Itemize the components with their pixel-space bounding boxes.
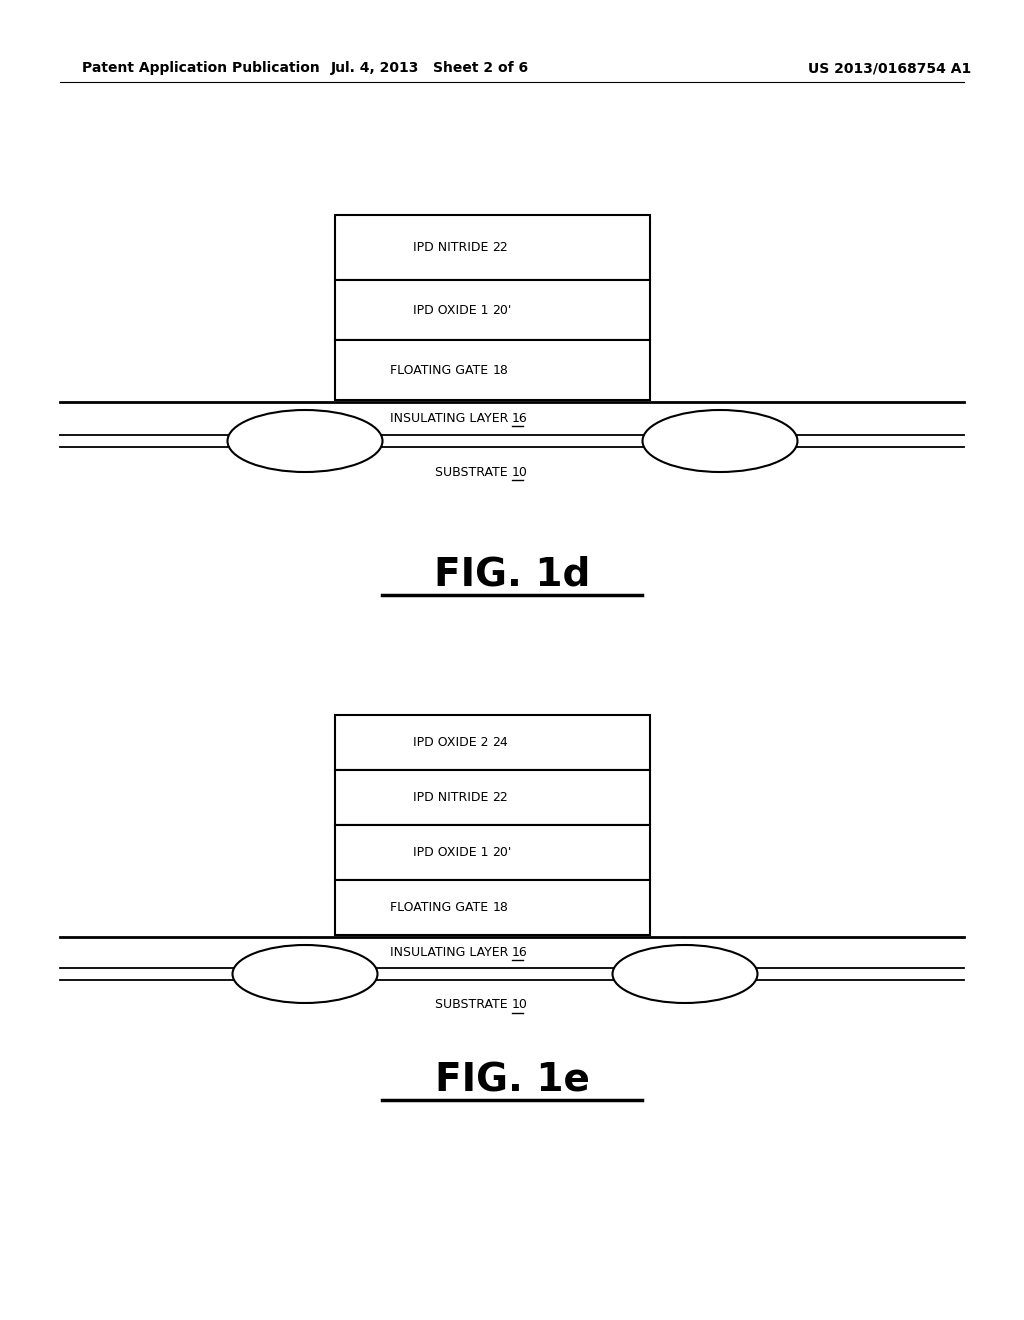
Bar	[335, 341, 650, 400]
Text: INSULATING LAYER: INSULATING LAYER	[389, 945, 512, 958]
Bar	[335, 215, 650, 280]
Text: 14: 14	[685, 968, 700, 981]
Text: 14: 14	[720, 434, 736, 447]
Text: IPD NITRIDE: IPD NITRIDE	[413, 242, 493, 253]
Text: US 2013/0168754 A1: US 2013/0168754 A1	[808, 61, 972, 75]
Text: Jul. 4, 2013   Sheet 2 of 6: Jul. 4, 2013 Sheet 2 of 6	[331, 61, 529, 75]
Ellipse shape	[642, 411, 798, 473]
Text: IPD OXIDE 2: IPD OXIDE 2	[413, 737, 493, 748]
Text: 22: 22	[493, 791, 508, 804]
Bar	[335, 770, 650, 825]
Text: 10: 10	[512, 998, 528, 1011]
Text: IPD OXIDE 1: IPD OXIDE 1	[413, 304, 493, 317]
Text: IPD OXIDE 1: IPD OXIDE 1	[413, 846, 493, 859]
Bar	[335, 880, 650, 935]
Text: SUBSTRATE: SUBSTRATE	[435, 998, 512, 1011]
Ellipse shape	[227, 411, 383, 473]
Text: INSULATING LAYER: INSULATING LAYER	[389, 412, 512, 425]
Text: 18: 18	[493, 902, 508, 913]
Bar	[335, 715, 650, 770]
Text: 20': 20'	[493, 846, 512, 859]
Text: 20': 20'	[493, 304, 512, 317]
Text: 16: 16	[512, 412, 527, 425]
Text: 16: 16	[512, 945, 527, 958]
Text: FIG. 1e: FIG. 1e	[434, 1061, 590, 1100]
Text: 18: 18	[493, 363, 508, 376]
Text: Patent Application Publication: Patent Application Publication	[82, 61, 319, 75]
Bar	[335, 825, 650, 880]
Text: 10: 10	[512, 466, 528, 479]
Text: FLOATING GATE: FLOATING GATE	[390, 363, 493, 376]
Ellipse shape	[612, 945, 758, 1003]
Text: SOURCE: SOURCE	[249, 968, 305, 981]
Text: 24: 24	[493, 737, 508, 748]
Ellipse shape	[232, 945, 378, 1003]
Text: FLOATING GATE: FLOATING GATE	[390, 902, 493, 913]
Text: SOURCE: SOURCE	[249, 434, 305, 447]
Text: IPD NITRIDE: IPD NITRIDE	[413, 791, 493, 804]
Text: 12: 12	[305, 434, 321, 447]
Text: FIG. 1d: FIG. 1d	[434, 556, 590, 594]
Text: 22: 22	[493, 242, 508, 253]
Bar	[335, 280, 650, 341]
Text: 12: 12	[305, 968, 321, 981]
Text: DRAIN: DRAIN	[677, 434, 720, 447]
Text: DRAIN: DRAIN	[642, 968, 685, 981]
Text: SUBSTRATE: SUBSTRATE	[435, 466, 512, 479]
